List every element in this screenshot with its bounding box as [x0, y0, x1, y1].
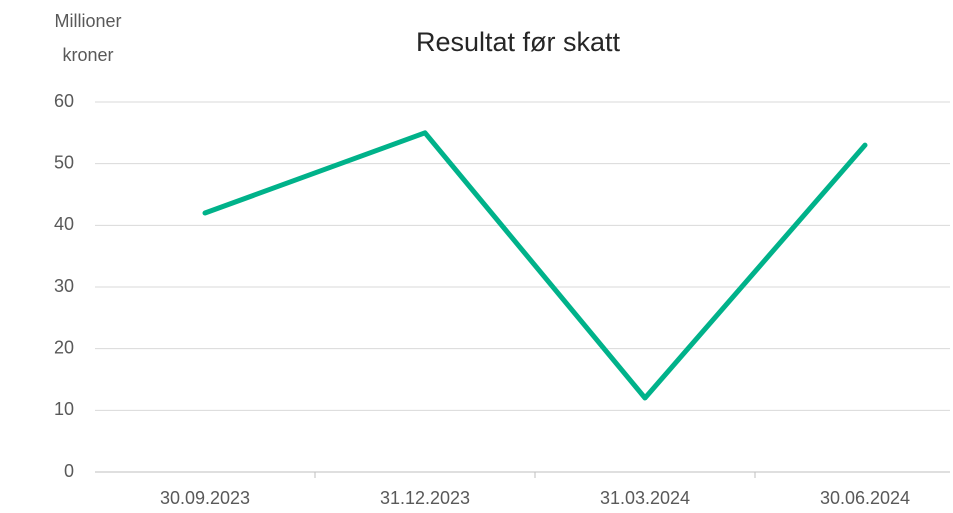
y-tick-label: 40 — [54, 214, 74, 234]
y-tick-label: 10 — [54, 399, 74, 419]
x-tick-label: 30.06.2024 — [820, 488, 910, 508]
y-axis-label: Millioner — [54, 11, 121, 31]
x-tick-label: 31.03.2024 — [600, 488, 690, 508]
y-tick-label: 30 — [54, 276, 74, 296]
y-tick-label: 0 — [64, 461, 74, 481]
x-tick-label: 30.09.2023 — [160, 488, 250, 508]
line — [202, 130, 868, 401]
y-axis-label: kroner — [62, 45, 113, 65]
x-tick-label: 31.12.2023 — [380, 488, 470, 508]
chart-title: Resultat før skatt — [416, 27, 621, 57]
y-tick-label: 60 — [54, 91, 74, 111]
y-tick-label: 50 — [54, 152, 74, 172]
y-tick-label: 20 — [54, 337, 74, 357]
